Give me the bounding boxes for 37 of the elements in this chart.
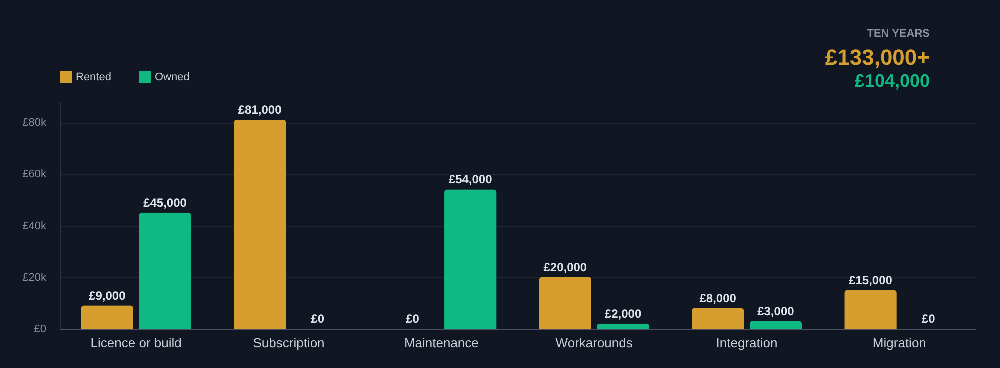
text: £133,000+ xyxy=(825,45,930,70)
bar xyxy=(844,290,897,329)
y-tick-label: £40k xyxy=(22,220,47,232)
y-tick-label: £0 xyxy=(34,324,46,336)
x-tick-label: Maintenance xyxy=(404,336,479,350)
bar xyxy=(692,308,744,329)
legend-label: Rented xyxy=(76,71,112,84)
y-tick-label: £60k xyxy=(22,168,47,181)
x-tick-label: Workarounds xyxy=(556,336,634,350)
data-label: £2,000 xyxy=(604,306,642,321)
bar xyxy=(139,212,192,329)
x-tick-label: Subscription xyxy=(253,336,325,350)
y-tick-label: £80k xyxy=(22,117,47,130)
x-tick-label: Migration xyxy=(872,336,926,350)
data-label: £81,000 xyxy=(238,103,282,118)
x-tick-label: Integration xyxy=(716,336,778,350)
data-label: £0 xyxy=(922,312,936,326)
bar xyxy=(597,324,650,329)
bar xyxy=(750,321,802,329)
data-label: £8,000 xyxy=(700,291,737,306)
text: TEN YEARS xyxy=(867,28,930,40)
data-label: £3,000 xyxy=(758,304,795,318)
data-label: £45,000 xyxy=(144,196,188,210)
data-label: £15,000 xyxy=(849,273,893,288)
data-label: £9,000 xyxy=(89,288,126,303)
y-tick-label: £20k xyxy=(22,272,47,284)
data-label: £20,000 xyxy=(544,260,588,274)
data-label: £0 xyxy=(406,312,420,326)
bar xyxy=(539,277,592,329)
bar xyxy=(81,306,134,329)
bar xyxy=(234,120,286,329)
text: £104,000 xyxy=(854,71,930,91)
legend-label: Owned xyxy=(155,71,190,84)
data-label: £54,000 xyxy=(448,172,493,187)
x-tick-label: Licence or build xyxy=(90,336,182,350)
data-label: £0 xyxy=(311,312,325,326)
bar xyxy=(444,190,497,329)
